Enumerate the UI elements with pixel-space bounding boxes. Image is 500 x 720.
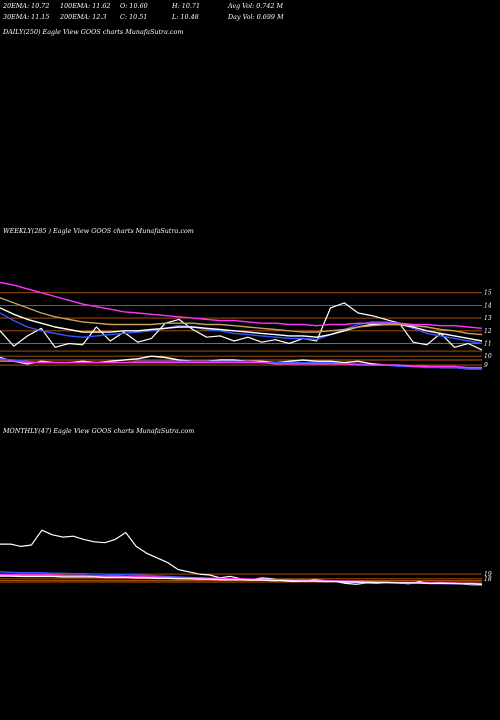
- tick-label-6: 9: [484, 362, 488, 369]
- ema30-readout: 30EMA: 11.15: [3, 13, 50, 21]
- monthly-panel-title: MONTHLY(47) Eagle View GOOS charts Munaf…: [3, 427, 195, 435]
- weekly-panel-title: WEEKLY(285 ) Eagle View GOOS charts Muna…: [3, 227, 194, 235]
- high-readout: H: 10.71: [172, 2, 201, 10]
- ema20-readout: 20EMA: 10.72: [3, 2, 50, 10]
- tick-label-3: 12: [484, 328, 492, 335]
- series-line-3: [0, 575, 483, 585]
- tick-label-1: 14: [484, 302, 492, 309]
- tick-label-1: 18: [484, 576, 492, 583]
- panel-1-group: 15 14 13 12 11 10 9: [0, 281, 492, 370]
- close-readout: C: 10.51: [120, 13, 148, 21]
- tick-label-2: 13: [484, 315, 492, 322]
- series-line-7: [0, 360, 482, 369]
- daily-panel-title: DAILY(250) Eagle View GOOS charts Munafa…: [3, 28, 184, 36]
- day-volume-readout: Day Vol: 0.699 M: [228, 13, 284, 21]
- avg-volume-readout: Avg Vol: 0.742 M: [228, 2, 284, 10]
- tick-label-0: 19: [484, 571, 492, 578]
- series-line-0: [0, 302, 483, 351]
- tick-label-5: 10: [484, 353, 492, 360]
- series-line-4: [0, 281, 483, 329]
- low-readout: L: 10.48: [172, 13, 199, 21]
- ema200-readout: 200EMA: 12.3: [60, 13, 107, 21]
- series-line-3: [0, 297, 483, 336]
- ema100-readout: 100EMA: 11.62: [60, 2, 111, 10]
- tick-label-4: 11: [484, 341, 492, 348]
- open-readout: O: 10.60: [120, 2, 148, 10]
- tick-label-0: 15: [484, 290, 492, 297]
